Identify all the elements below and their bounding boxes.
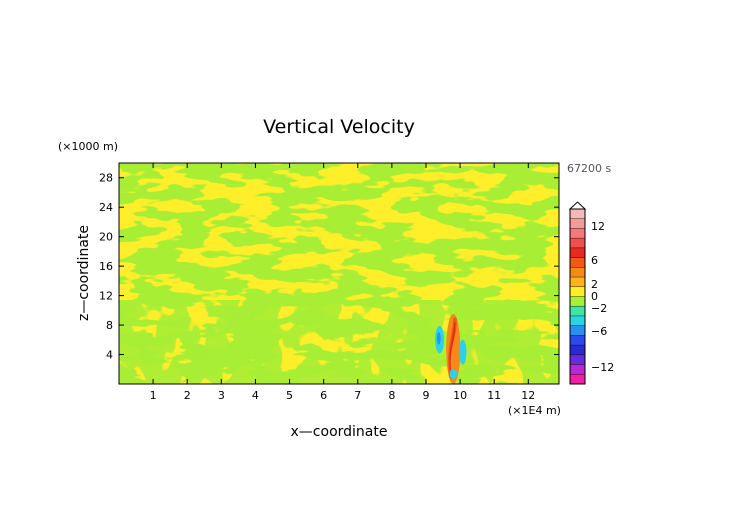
- updraft-core: [449, 322, 456, 372]
- colorbar-swatch: [570, 238, 585, 249]
- colorbar-swatch: [570, 277, 585, 288]
- colorbar-swatch: [570, 228, 585, 239]
- x-tick-label: 3: [218, 389, 225, 402]
- colorbar-swatch: [570, 247, 585, 259]
- y-tick-label: 8: [106, 319, 113, 332]
- colorbar-label: 12: [591, 220, 605, 233]
- y-tick-label: 4: [106, 349, 113, 362]
- y-tick-label: 12: [99, 290, 113, 303]
- colorbar-swatch: [570, 374, 585, 385]
- plot-frame: [118, 162, 560, 385]
- x-tick-label: 9: [422, 389, 429, 402]
- x-tick-label: 4: [252, 389, 259, 402]
- colorbar-swatch: [570, 257, 585, 268]
- colorbar-swatch: [570, 335, 585, 346]
- colorbar-swatch: [570, 218, 585, 229]
- colorbar-swatch: [570, 345, 585, 356]
- x-tick-label: 5: [286, 389, 293, 402]
- x-unit-label: (×1E4 m): [508, 404, 561, 417]
- colorbar: 12 6 20−2 −6 −12: [568, 201, 614, 385]
- colorbar-swatch: [570, 325, 585, 336]
- colorbar-label: 0: [591, 290, 598, 303]
- y-tick-label: 24: [99, 201, 113, 214]
- y-tick-label: 28: [99, 172, 113, 185]
- colorbar-swatch: [570, 306, 585, 317]
- x-tick-label: 1: [150, 389, 157, 402]
- y-tick-label: 16: [99, 260, 113, 273]
- downdraft-low: [449, 369, 458, 380]
- field-blobs: [119, 300, 559, 384]
- x-tick-label: 8: [388, 389, 395, 402]
- colorbar-swatch: [570, 354, 585, 366]
- downdraft-right: [459, 339, 467, 365]
- time-label: 67200 s: [567, 162, 611, 175]
- downdraft-core: [436, 332, 441, 345]
- y-unit-label: (×1000 m): [58, 140, 118, 153]
- colorbar-swatch: [570, 209, 585, 220]
- colorbar-swatch: [570, 267, 585, 278]
- colorbar-label: 6: [591, 254, 598, 267]
- colorbar-frame: [569, 208, 586, 385]
- x-tick-label: 10: [453, 389, 467, 402]
- colorbar-swatch: [570, 296, 585, 307]
- x-tick-label: 7: [354, 389, 361, 402]
- colorbar-swatch: [570, 364, 585, 375]
- x-tick-label: 6: [320, 389, 327, 402]
- colorbar-label: −2: [591, 302, 607, 315]
- heatmap-field: [119, 163, 559, 384]
- colorbar-swatch: [570, 315, 585, 327]
- colorbar-arrow: [568, 201, 587, 210]
- x-tick-label: 2: [184, 389, 191, 402]
- x-tick-label: 12: [521, 389, 535, 402]
- y-ticks: 4 8 12 16 20 24 28: [99, 172, 559, 362]
- y-axis-label: z—coordinate: [76, 225, 92, 321]
- convective-features: [435, 314, 467, 384]
- x-ticks: 1 2 3 4 5 6 7 8 9 10 11 12: [150, 163, 535, 402]
- x-axis-label: x—coordinate: [291, 424, 388, 440]
- colorbar-swatch: [570, 286, 585, 297]
- chart-title: Vertical Velocity: [263, 116, 415, 138]
- colorbar-label: −12: [591, 361, 614, 374]
- colorbar-label: −6: [591, 325, 607, 338]
- colorbar-label: 2: [591, 278, 598, 291]
- x-tick-label: 11: [487, 389, 501, 402]
- y-tick-label: 20: [99, 231, 113, 244]
